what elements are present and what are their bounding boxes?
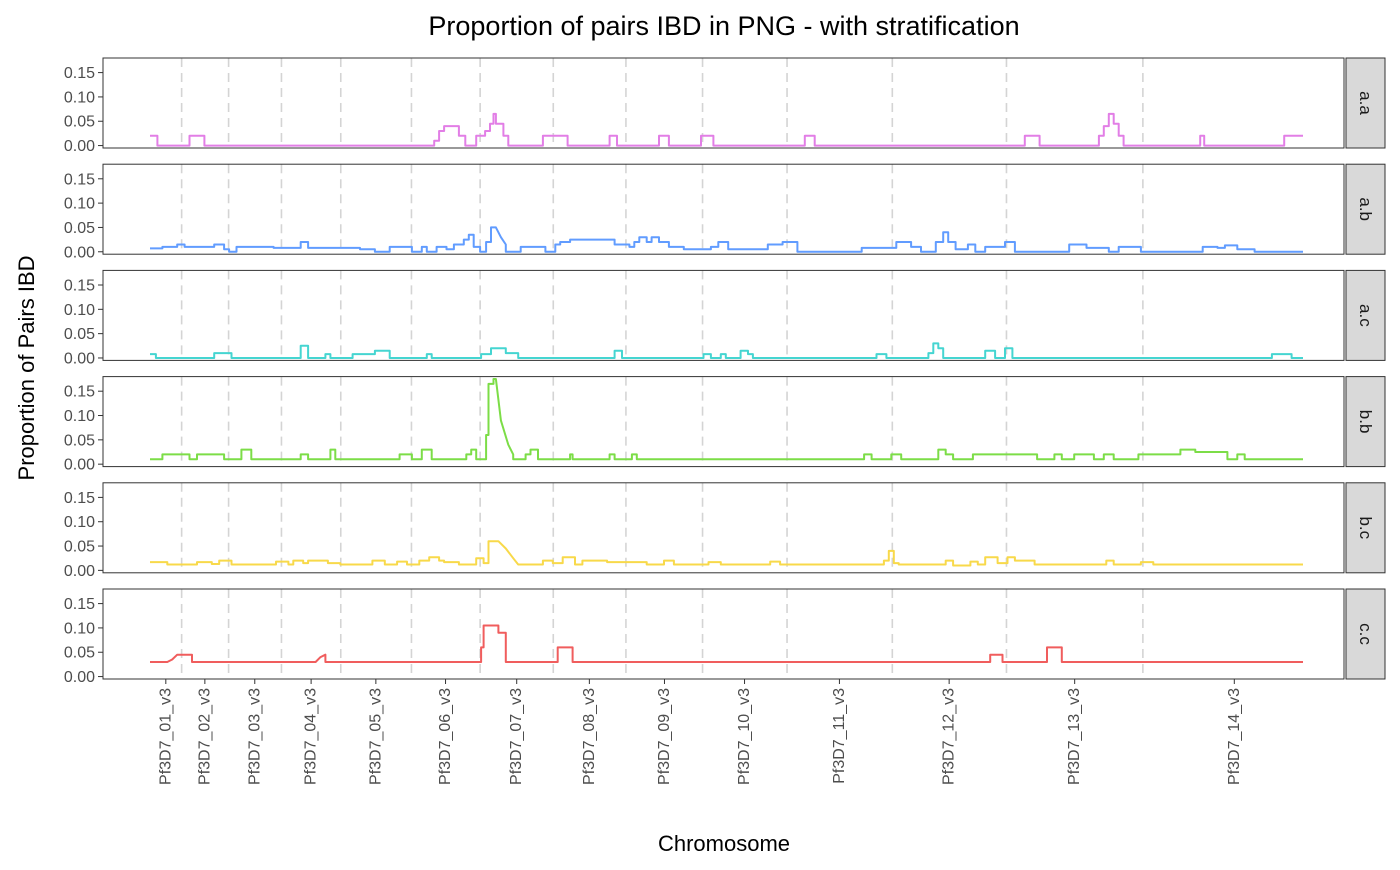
series-line-a-a (150, 112, 1303, 147)
facet-strip-label: a.c (1356, 304, 1375, 327)
panel-background (103, 482, 1344, 573)
y-tick-label: 0.05 (64, 539, 95, 556)
series-line-a-c (150, 342, 1303, 359)
y-tick-label: 0.00 (64, 457, 95, 474)
y-tick-label: 0.05 (64, 220, 95, 237)
y-tick-label: 0.10 (64, 302, 95, 319)
series-line-b-b (150, 378, 1303, 461)
y-tick-label: 0.15 (64, 171, 95, 188)
facet-panel-a-c: 0.00 0.05 0.10 0.15 a.c (64, 269, 1386, 367)
y-tick-label: 0.05 (64, 645, 95, 662)
x-tick-label: Pf3D7_11_v3 (831, 688, 848, 784)
y-tick-label: 0.10 (64, 89, 95, 106)
series-line-c-c (150, 624, 1303, 663)
x-tick-label: Pf3D7_12_v3 (941, 688, 958, 785)
facet-strip (1345, 588, 1386, 680)
x-axis: Pf3D7_01_v3 Pf3D7_02_v3 Pf3D7_03_v3 Pf3D7_0… (157, 679, 1243, 785)
x-tick-label: Pf3D7_03_v3 (246, 688, 263, 785)
panel-background (103, 270, 1344, 361)
facet-panel-b-c: 0.00 0.05 0.10 0.15 b.c (64, 482, 1386, 580)
y-tick-label: 0.15 (64, 65, 95, 82)
y-tick-label: 0.10 (64, 514, 95, 531)
facet-panel-b-b: 0.00 0.05 0.10 0.15 b.b (64, 376, 1386, 474)
facet-strip-label: a.a (1356, 91, 1375, 115)
x-tick-label: Pf3D7_14_v3 (1226, 688, 1243, 785)
facet-strip (1345, 269, 1386, 361)
x-tick-label: Pf3D7_04_v3 (303, 688, 320, 785)
panel-background (103, 376, 1344, 467)
facet-strip (1345, 376, 1386, 468)
chart-title: Proportion of pairs IBD in PNG - with st… (428, 11, 1019, 41)
panel-background (103, 164, 1344, 255)
facet-strip (1345, 482, 1386, 574)
facet-strip-label: c.c (1356, 623, 1375, 645)
y-tick-label: 0.10 (64, 196, 95, 213)
x-tick-label: Pf3D7_07_v3 (508, 688, 525, 785)
y-tick-label: 0.05 (64, 326, 95, 343)
panel-background (103, 58, 1344, 148)
panel-border (102, 588, 1345, 680)
series-line-a-b (150, 226, 1303, 253)
x-tick-label: Pf3D7_01_v3 (157, 688, 174, 785)
y-tick-label: 0.15 (64, 596, 95, 613)
y-tick-label: 0.00 (64, 669, 95, 686)
panel-border (102, 57, 1345, 149)
y-tick-label: 0.00 (64, 563, 95, 580)
facet-panel-c-c: 0.00 0.05 0.10 0.15 c.c (64, 588, 1386, 686)
y-tick-label: 0.00 (64, 138, 95, 155)
y-tick-label: 0.10 (64, 408, 95, 425)
y-tick-label: 0.15 (64, 384, 95, 401)
facet-strip-label: b.b (1356, 410, 1375, 434)
facet-strip (1345, 163, 1386, 255)
y-axis-title: Proportion of Pairs IBD (14, 256, 39, 481)
y-tick-label: 0.15 (64, 277, 95, 294)
y-tick-label: 0.05 (64, 432, 95, 449)
y-tick-label: 0.15 (64, 490, 95, 507)
panel-border (102, 269, 1345, 361)
series-line-b-c (150, 540, 1303, 567)
facet-panel-a-b: 0.00 0.05 0.10 0.15 a.b (64, 163, 1386, 261)
x-tick-label: Pf3D7_09_v3 (656, 688, 673, 785)
x-tick-label: Pf3D7_10_v3 (736, 688, 753, 785)
x-axis-title: Chromosome (658, 831, 790, 856)
y-tick-label: 0.05 (64, 114, 95, 131)
x-tick-label: Pf3D7_02_v3 (196, 688, 213, 785)
y-tick-label: 0.10 (64, 620, 95, 637)
panel-border (102, 376, 1345, 468)
x-tick-label: Pf3D7_05_v3 (367, 688, 384, 785)
panel-border (102, 482, 1345, 574)
facet-strip (1345, 57, 1386, 149)
facet-strip-label: a.b (1356, 197, 1375, 221)
panel-background (103, 589, 1344, 679)
panel-border (102, 163, 1345, 255)
x-tick-label: Pf3D7_13_v3 (1066, 688, 1083, 785)
x-tick-label: Pf3D7_08_v3 (581, 688, 598, 785)
y-tick-label: 0.00 (64, 350, 95, 367)
facet-panels: 0.000.050.100.15a.a0.000.050.100.15a.b0.… (64, 57, 1386, 686)
y-tick-label: 0.00 (64, 244, 95, 261)
x-tick-label: Pf3D7_06_v3 (437, 688, 454, 785)
facet-strip-label: b.c (1356, 516, 1375, 539)
facet-panel-a-a: 0.00 0.05 0.10 0.15 a.a (64, 57, 1386, 155)
